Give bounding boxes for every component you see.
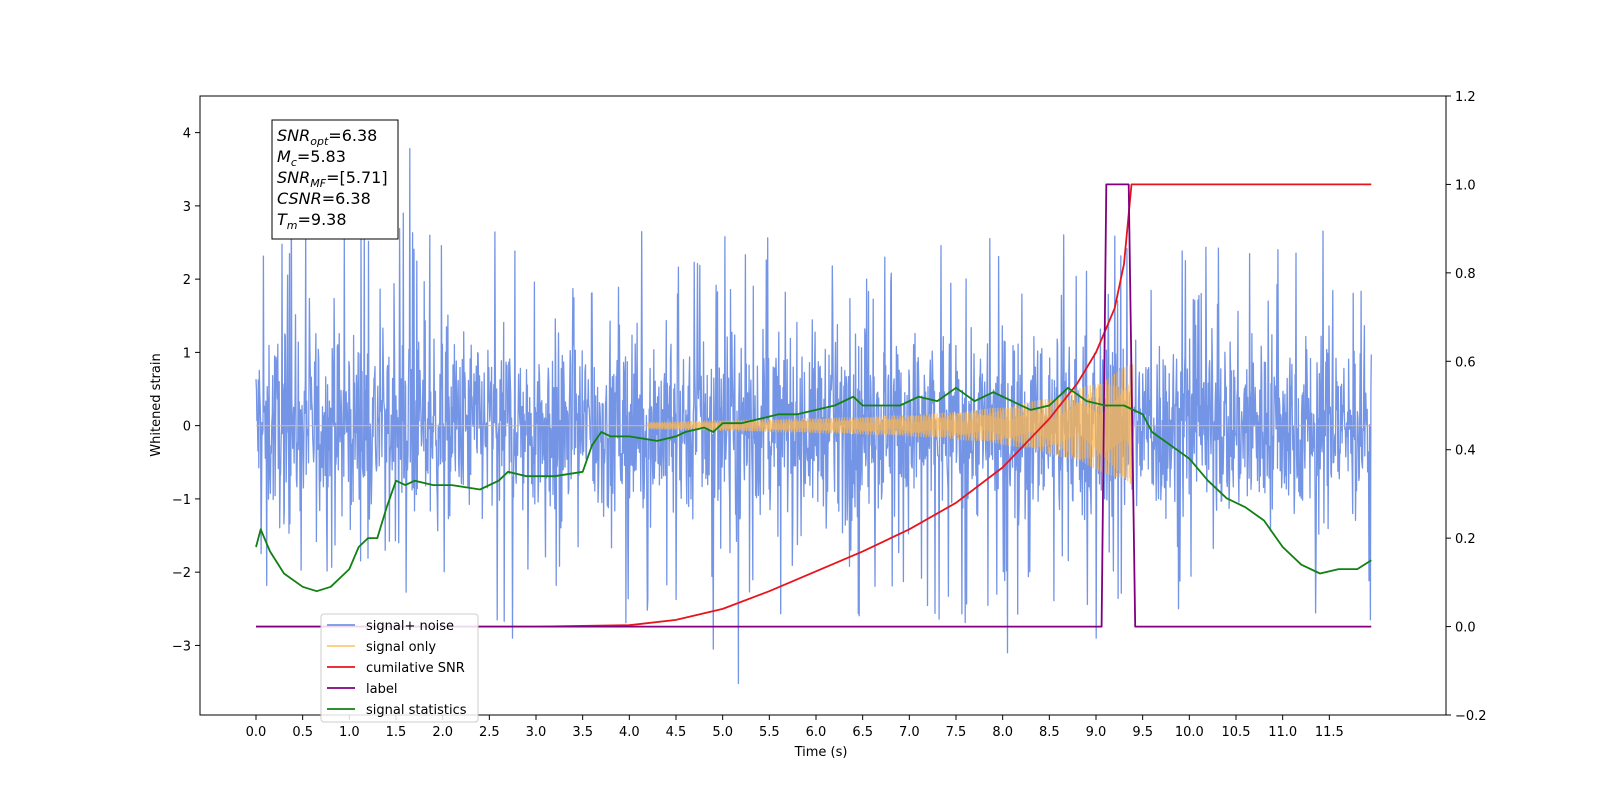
y2-tick-label: 0.8 — [1455, 267, 1476, 282]
y2-tick-label: 0.0 — [1455, 621, 1476, 636]
annotation-line: CSNR=6.38 — [277, 189, 371, 208]
x-tick-label: 7.0 — [899, 725, 920, 740]
x-tick-label: 4.0 — [619, 725, 640, 740]
plot-area — [255, 148, 1372, 685]
y-tick-label: 1 — [183, 346, 191, 361]
y-tick-label: 0 — [183, 420, 191, 435]
y-axis-label: Whitened strain — [149, 353, 164, 456]
y2-tick-label: 1.0 — [1455, 178, 1476, 193]
series-cumulative-snr — [256, 183, 1372, 628]
legend-entry: signal only — [366, 640, 436, 655]
legend: signal+ noise signal only cumilative SNR la… — [320, 613, 479, 723]
annotation-line: SNRopt=6.38 — [277, 126, 377, 148]
y-tick-label: 4 — [183, 127, 191, 142]
x-tick-label: 2.5 — [479, 725, 500, 740]
x-tick-label: 7.5 — [946, 725, 967, 740]
legend-frame — [320, 613, 479, 723]
legend-entry: signal+ noise — [366, 619, 454, 634]
x-tick-label: 5.0 — [712, 725, 733, 740]
x-tick-label: 8.5 — [1039, 725, 1060, 740]
y-tick-label: −2 — [172, 566, 191, 581]
x-tick-label: 2.0 — [432, 725, 453, 740]
series-label — [256, 183, 1372, 628]
x-tick-label: 9.5 — [1132, 725, 1153, 740]
legend-entry: signal statistics — [366, 703, 467, 718]
x-tick-label: 6.5 — [852, 725, 873, 740]
annotation-line: Tm=9.38 — [277, 210, 347, 232]
y2-axis-ticks: −0.2 0.0 0.2 0.4 0.6 0.8 1.0 1.2 — [1446, 90, 1487, 724]
series-signal-only — [256, 364, 1372, 486]
y-axis-ticks: −3 −2 −1 0 1 2 3 4 — [172, 127, 200, 654]
x-tick-label: 9.0 — [1086, 725, 1107, 740]
y2-tick-label: 0.4 — [1455, 444, 1476, 459]
y2-tick-label: 0.6 — [1455, 355, 1476, 370]
series-signal-noise — [255, 148, 1372, 685]
annotation-frame — [271, 119, 399, 240]
y-tick-label: 2 — [183, 273, 191, 288]
x-tick-label: 11.0 — [1268, 725, 1297, 740]
axes-frame — [199, 95, 1447, 716]
x-tick-label: 11.5 — [1315, 725, 1344, 740]
x-tick-label: 3.5 — [572, 725, 593, 740]
x-tick-label: 4.5 — [666, 725, 687, 740]
y2-tick-label: 0.2 — [1455, 532, 1476, 547]
annotation-line: SNRMF=[5.71] — [277, 168, 388, 190]
x-axis-label: Time (s) — [794, 745, 848, 760]
series-signal-statistics — [255, 386, 1372, 593]
annotation-line: Mc=5.83 — [277, 147, 346, 169]
x-tick-label: 8.0 — [992, 725, 1013, 740]
legend-entry: cumilative SNR — [366, 661, 465, 676]
x-tick-label: 0.0 — [246, 725, 267, 740]
y-tick-label: 3 — [183, 200, 191, 215]
x-tick-label: 3.0 — [526, 725, 547, 740]
x-axis-ticks: 0.0 0.5 1.0 1.5 2.0 2.5 3.0 3.5 4.0 4.5 5.0 5.5 6.0 6… — [246, 715, 1344, 740]
y-tick-label: −1 — [172, 493, 191, 508]
x-tick-label: 10.5 — [1222, 725, 1251, 740]
x-tick-label: 5.5 — [759, 725, 780, 740]
y2-tick-label: −0.2 — [1455, 709, 1487, 724]
legend-entry: label — [366, 682, 397, 697]
x-tick-label: 1.0 — [339, 725, 360, 740]
y-tick-label: −3 — [172, 639, 191, 654]
x-tick-label: 1.5 — [386, 725, 407, 740]
x-tick-label: 0.5 — [292, 725, 313, 740]
y2-tick-label: 1.2 — [1455, 90, 1476, 105]
x-tick-label: 6.0 — [806, 725, 827, 740]
x-tick-label: 10.0 — [1175, 725, 1204, 740]
